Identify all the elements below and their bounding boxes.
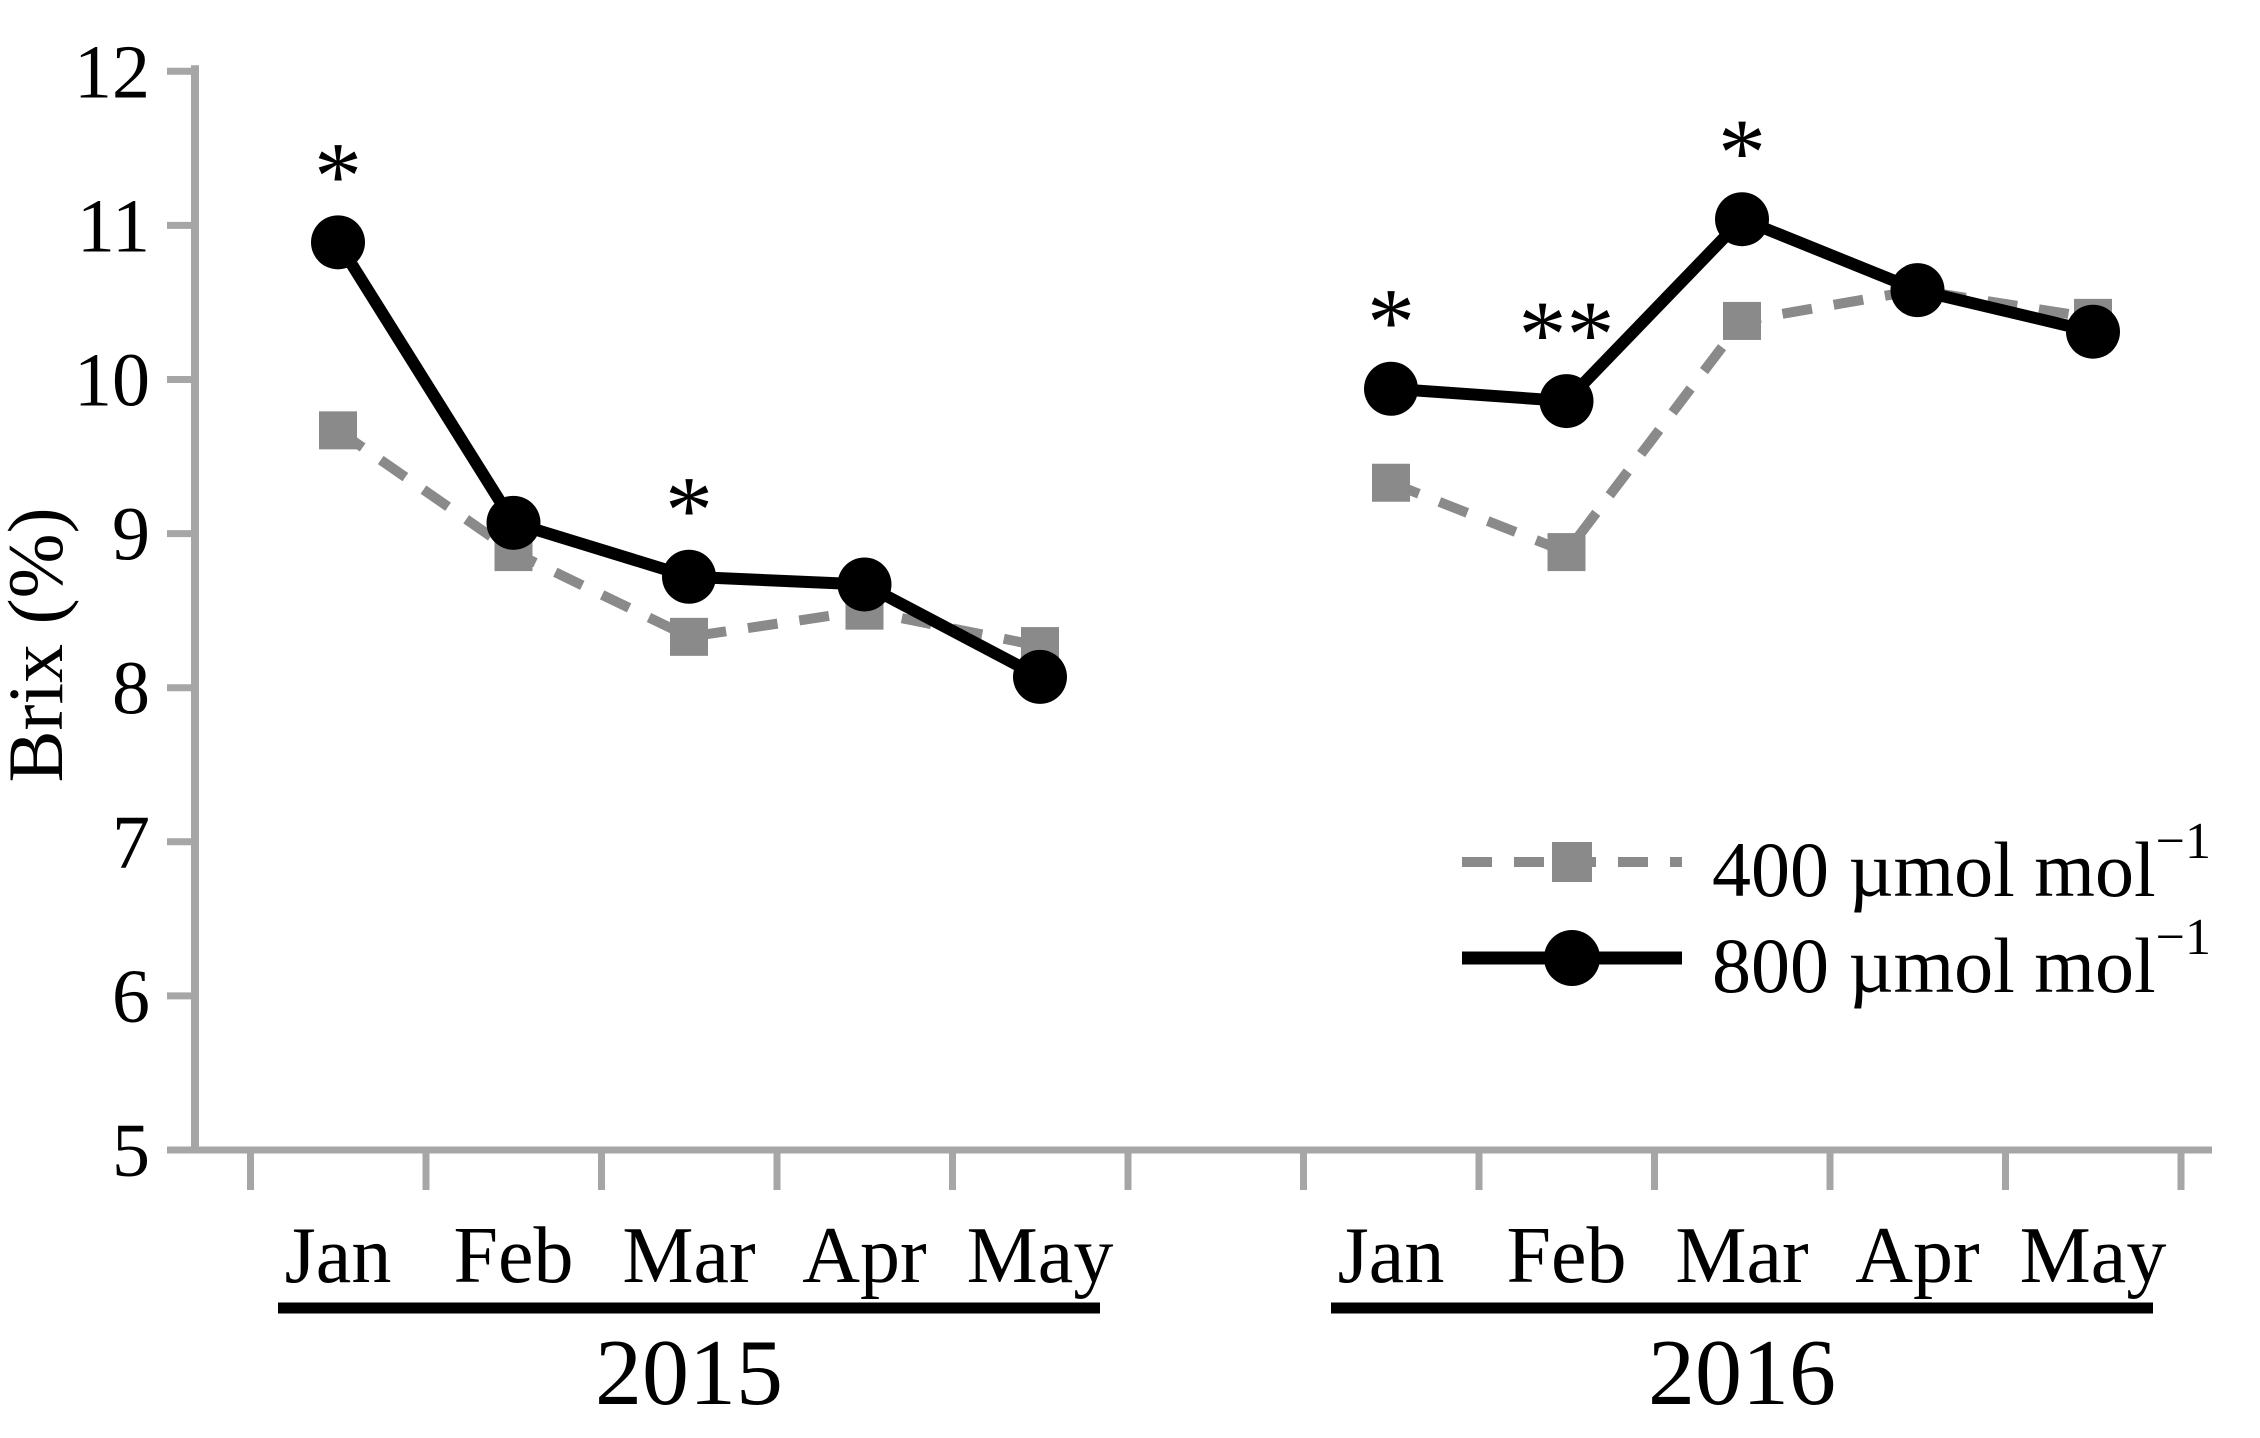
y-tick-label: 11 <box>77 184 150 268</box>
marker-circle <box>1364 361 1418 416</box>
marker-square <box>670 617 708 656</box>
marker-circle <box>1539 374 1594 429</box>
y-tick-label: 9 <box>112 493 150 577</box>
marker-circle <box>311 215 365 270</box>
legend-label: 800 µmol mol−1 <box>1712 909 2211 1009</box>
significance-asterisk: ** <box>1519 281 1615 388</box>
x-month-label: Feb <box>1507 1212 1627 1300</box>
marker-square <box>319 411 357 450</box>
marker-square <box>1372 463 1410 502</box>
marker-circle <box>1013 649 1067 704</box>
y-tick-label: 6 <box>112 955 150 1039</box>
series-400 <box>319 271 2112 666</box>
significance-asterisk: * <box>1367 269 1415 376</box>
y-tick-label: 7 <box>112 801 150 885</box>
x-month-label: Jan <box>285 1212 392 1300</box>
y-tick-label: 5 <box>112 1109 150 1193</box>
x-month-label: Apr <box>1855 1212 1979 1300</box>
y-tick-label: 12 <box>74 30 150 114</box>
series-800 <box>311 192 2120 704</box>
x-month-label: May <box>2020 1212 2167 1300</box>
y-tick-label: 8 <box>112 647 150 731</box>
marker-circle <box>2066 304 2120 359</box>
significance-asterisk: * <box>1718 99 1766 206</box>
x-month-label: Apr <box>802 1212 926 1300</box>
series-line <box>335 426 1041 651</box>
x-month-label: Mar <box>622 1212 755 1300</box>
x-month-label: May <box>967 1212 1114 1300</box>
x-month-label: Jan <box>1338 1212 1445 1300</box>
significance-asterisk: * <box>314 122 362 229</box>
x-month-label: Mar <box>1675 1212 1808 1300</box>
y-axis-title: Brix (%) <box>0 507 79 782</box>
marker-square <box>1723 301 1761 340</box>
y-tick-label: 10 <box>74 339 150 423</box>
x-month-label: Feb <box>454 1212 574 1300</box>
marker-circle <box>486 495 541 550</box>
marker-square <box>1547 533 1586 572</box>
marker-circle <box>837 557 892 612</box>
significance-asterisk: * <box>665 457 713 564</box>
year-label: 2016 <box>1648 1321 1836 1425</box>
marker-circle <box>1715 192 1769 247</box>
marker-circle <box>1890 263 1945 318</box>
year-label: 2015 <box>595 1321 783 1425</box>
legend-marker-circle <box>1544 930 1600 986</box>
marker-circle <box>662 549 716 604</box>
legend-marker-square <box>1552 842 1592 882</box>
legend-label: 400 µmol mol−1 <box>1712 813 2211 913</box>
